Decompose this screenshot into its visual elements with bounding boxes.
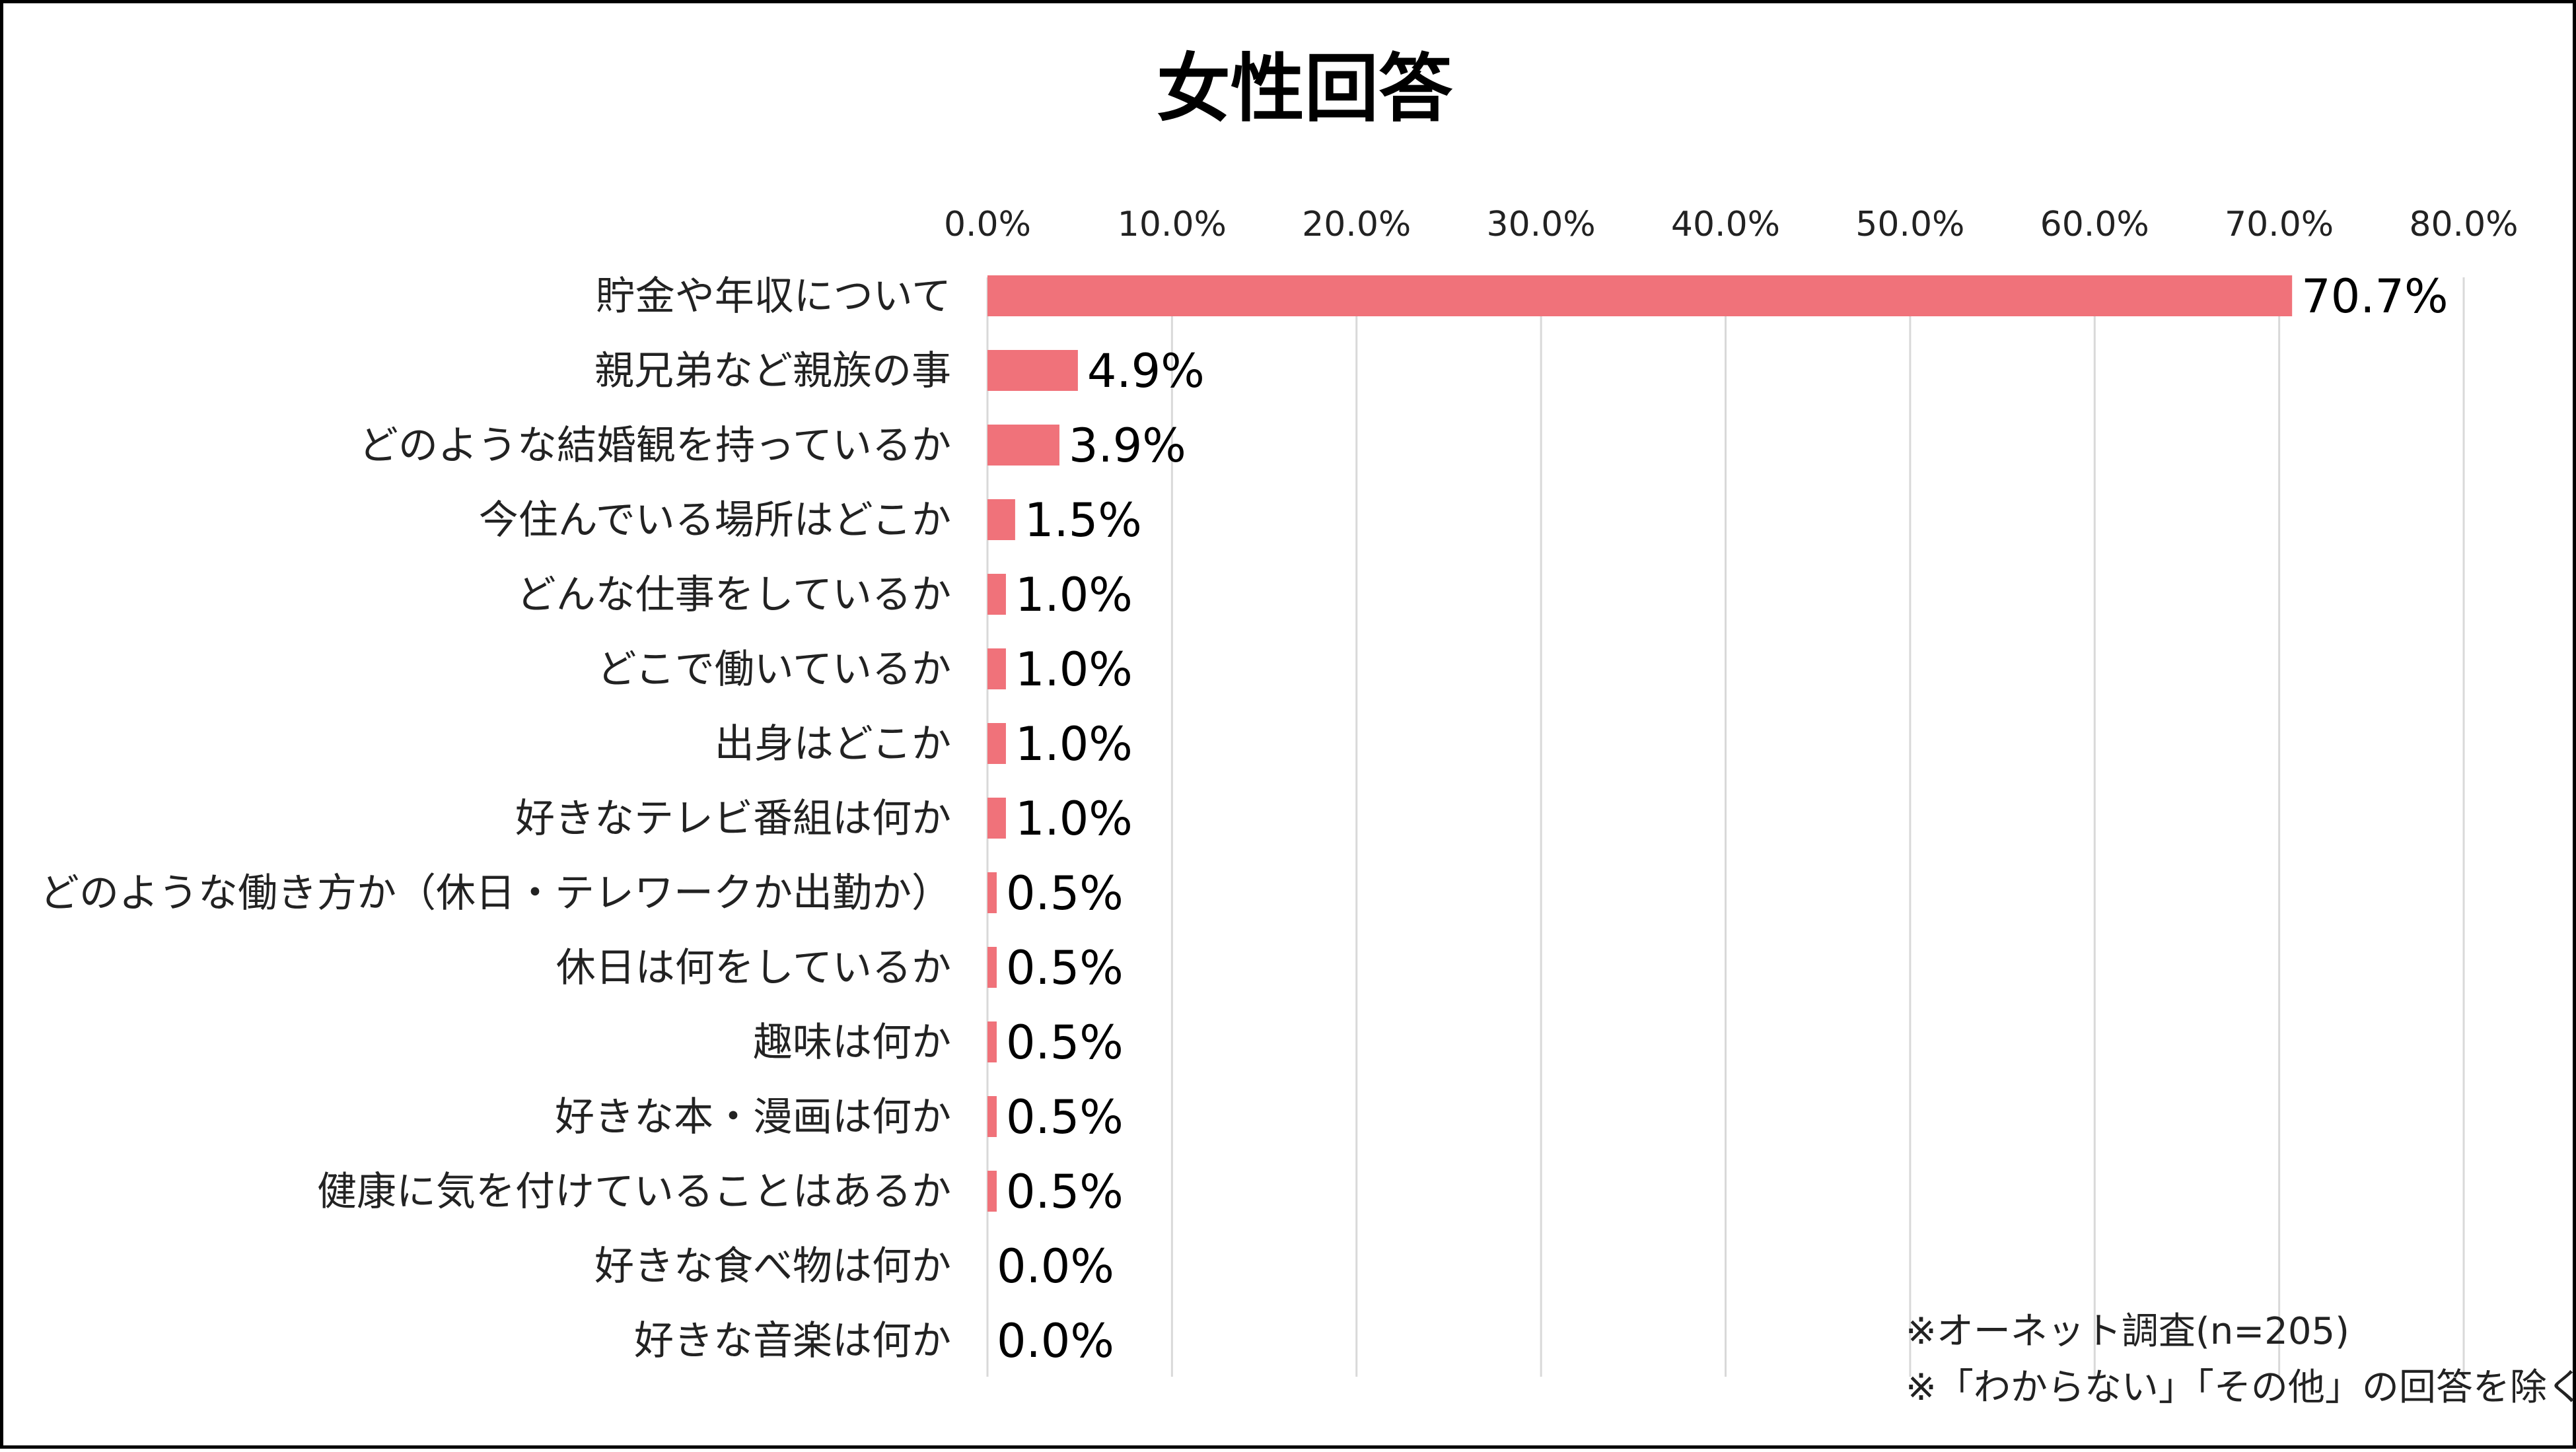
x-tick-label: 70.0% — [2225, 205, 2334, 244]
category-label: 好きな音楽は何か — [634, 1318, 951, 1364]
value-label: 0.0% — [997, 1314, 1114, 1368]
category-label: 趣味は何か — [753, 1020, 951, 1066]
bars — [987, 275, 2293, 1212]
bar — [987, 1096, 997, 1137]
category-label: 好きな本・漫画は何か — [555, 1094, 951, 1140]
note-survey: ※オーネット調査(n=205) — [1906, 1310, 2349, 1353]
bar — [987, 275, 2293, 316]
value-label: 1.0% — [1015, 642, 1133, 697]
bar-chart: 女性回答 0.0% 10.0% 20.0% 30.0% 40.0% 50.0% 60.0% 7… — [40, 46, 2576, 1409]
bar — [987, 425, 1059, 466]
value-label: 1.0% — [1015, 792, 1133, 846]
x-tick-labels: 0.0% 10.0% 20.0% 30.0% 40.0% 50.0% 60.0% 70.0% 8… — [944, 205, 2519, 244]
category-label: 貯金や年収について — [596, 273, 951, 320]
bar — [987, 798, 1006, 839]
value-label: 0.5% — [1006, 941, 1124, 995]
value-label: 0.0% — [997, 1239, 1114, 1294]
bar — [987, 723, 1006, 764]
value-label: 1.5% — [1024, 493, 1142, 547]
category-label: どのような結婚観を持っているか — [359, 423, 951, 469]
bar — [987, 350, 1078, 391]
category-label: 今住んでいる場所はどこか — [479, 497, 951, 543]
category-label: 休日は何をしているか — [556, 945, 951, 991]
x-tick-label: 10.0% — [1118, 205, 1227, 244]
bar — [987, 947, 997, 988]
chart-title: 女性回答 — [1157, 46, 1453, 132]
value-labels: 70.7% 4.9% 3.9% 1.5% 1.0% 1.0% 1.0% 1.0% 0.5% 0.5… — [997, 269, 2449, 1368]
grid-lines — [986, 277, 2465, 1377]
value-label: 0.5% — [1006, 1165, 1124, 1219]
category-label: どのような働き方か（休日・テレワークか出勤か） — [40, 870, 951, 916]
x-tick-label: 30.0% — [1487, 205, 1596, 244]
x-tick-label: 20.0% — [1302, 205, 1411, 244]
value-label: 1.0% — [1015, 568, 1133, 622]
value-label: 4.9% — [1087, 344, 1205, 398]
value-label: 1.0% — [1015, 717, 1133, 771]
category-label: 好きな食べ物は何か — [594, 1243, 951, 1290]
category-label: 好きなテレビ番組は何か — [515, 796, 951, 842]
x-tick-label: 0.0% — [944, 205, 1031, 244]
x-tick-label: 50.0% — [1855, 205, 1964, 244]
category-label: 出身はどこか — [715, 721, 951, 767]
value-label: 0.5% — [1006, 866, 1124, 920]
value-label: 0.5% — [1006, 1090, 1124, 1144]
category-label: 親兄弟など親族の事 — [594, 348, 951, 394]
bar — [987, 648, 1006, 689]
category-label: 健康に気を付けていることはあるか — [317, 1169, 951, 1215]
bar — [987, 499, 1015, 540]
value-label: 3.9% — [1069, 419, 1186, 473]
bar — [987, 1171, 997, 1212]
value-label: 70.7% — [2301, 269, 2448, 324]
bar — [987, 1021, 997, 1062]
value-label: 0.5% — [1006, 1016, 1124, 1070]
category-labels: 貯金や年収について親兄弟など親族の事どのような結婚観を持っているか今住んでいる場… — [40, 273, 951, 1364]
category-label: どんな仕事をしているか — [517, 572, 951, 618]
bar — [987, 872, 997, 913]
note-exclusion: ※「わからない」「その他」の回答を除く — [1906, 1366, 2576, 1409]
x-tick-label: 60.0% — [2040, 205, 2149, 244]
x-tick-label: 80.0% — [2409, 205, 2518, 244]
category-label: どこで働いているか — [597, 646, 951, 693]
x-tick-label: 40.0% — [1671, 205, 1780, 244]
bar — [987, 574, 1006, 615]
